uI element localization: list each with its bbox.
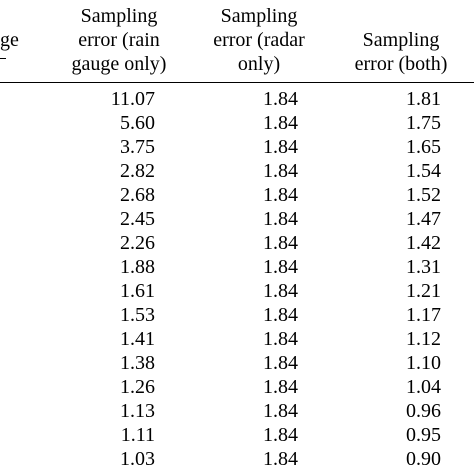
cell-both: 0.90 [406, 448, 441, 470]
header-line: error (rain [78, 29, 160, 51]
cell-rain-gauge: 1.26 [120, 376, 155, 398]
header-line: only) [237, 53, 281, 75]
header-line: error (radar [213, 29, 305, 51]
cell-rain-gauge: 1.13 [120, 400, 155, 422]
cell-rain-gauge: 1.38 [120, 352, 155, 374]
cell-rain-gauge: 2.82 [120, 160, 155, 182]
header-rule [0, 82, 474, 83]
cell-radar: 1.84 [263, 232, 298, 254]
header-line: Sampling [80, 5, 158, 27]
cell-radar: 1.84 [263, 328, 298, 350]
header-line: Sampling [220, 5, 298, 27]
cell-radar: 1.84 [263, 304, 298, 326]
cell-radar: 1.84 [263, 184, 298, 206]
cell-both: 1.10 [406, 352, 441, 374]
cell-rain-gauge: 5.60 [120, 112, 155, 134]
cell-radar: 1.84 [263, 376, 298, 398]
cell-rain-gauge: 2.45 [120, 208, 155, 230]
cell-radar: 1.84 [263, 136, 298, 158]
cell-rain-gauge: 3.75 [120, 136, 155, 158]
cell-radar: 1.84 [263, 280, 298, 302]
cell-both: 0.96 [406, 400, 441, 422]
cell-rain-gauge: 1.11 [120, 424, 155, 446]
cell-rain-gauge: 1.03 [120, 448, 155, 470]
header-line: gauge only) [71, 53, 167, 75]
cell-rain-gauge: 11.07 [110, 88, 155, 110]
cell-both: 1.42 [406, 232, 441, 254]
table-header-fragment-tail [0, 52, 10, 59]
cell-both: 1.31 [406, 256, 441, 278]
cell-both: 1.17 [406, 304, 441, 326]
cell-radar: 1.84 [263, 160, 298, 182]
header-line: Sampling [362, 29, 440, 51]
cell-radar: 1.84 [263, 88, 298, 110]
cell-both: 1.52 [406, 184, 441, 206]
cell-radar: 1.84 [263, 352, 298, 374]
header-line: ge [0, 29, 19, 51]
cell-radar: 1.84 [263, 112, 298, 134]
cell-radar: 1.84 [263, 256, 298, 278]
column-header-both: Sampling error (both) [334, 28, 468, 76]
cell-radar: 1.84 [263, 448, 298, 470]
column-header-radar: Sampling error (radar only) [192, 4, 326, 76]
cell-both: 1.54 [406, 160, 441, 182]
cell-both: 1.12 [406, 328, 441, 350]
cell-rain-gauge: 2.26 [120, 232, 155, 254]
cell-radar: 1.84 [263, 424, 298, 446]
cell-both: 1.47 [406, 208, 441, 230]
cell-rain-gauge: 1.41 [120, 328, 155, 350]
cell-rain-gauge: 1.88 [120, 256, 155, 278]
cell-both: 1.65 [406, 136, 441, 158]
fragment-mark [0, 58, 6, 59]
cell-rain-gauge: 2.68 [120, 184, 155, 206]
cell-radar: 1.84 [263, 208, 298, 230]
header-line: error (both) [354, 53, 448, 75]
cell-radar: 1.84 [263, 400, 298, 422]
column-header-rain-gauge: Sampling error (rain gauge only) [52, 4, 186, 76]
cell-rain-gauge: 1.53 [120, 304, 155, 326]
cell-both: 0.95 [406, 424, 441, 446]
cell-rain-gauge: 1.61 [120, 280, 155, 302]
cell-both: 1.04 [406, 376, 441, 398]
cell-both: 1.75 [406, 112, 441, 134]
cell-both: 1.21 [406, 280, 441, 302]
table-header-fragment: ge [0, 28, 24, 52]
cell-both: 1.81 [406, 88, 441, 110]
